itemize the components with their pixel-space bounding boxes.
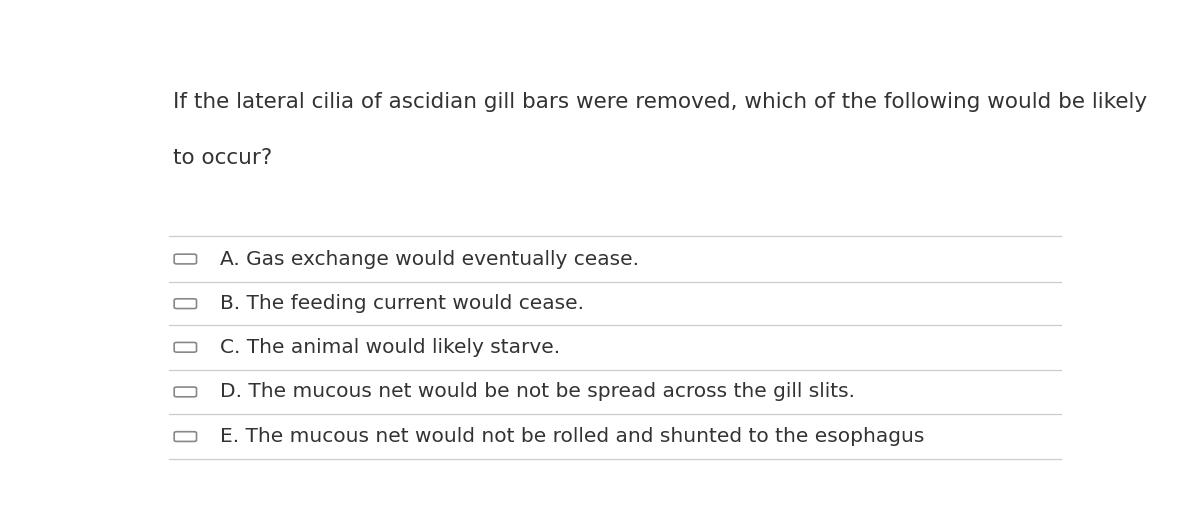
- FancyBboxPatch shape: [174, 299, 197, 308]
- Text: B. The feeding current would cease.: B. The feeding current would cease.: [220, 294, 583, 313]
- Text: D. The mucous net would be not be spread across the gill slits.: D. The mucous net would be not be spread…: [220, 383, 854, 402]
- Text: If the lateral cilia of ascidian gill bars were removed, which of the following : If the lateral cilia of ascidian gill ba…: [173, 92, 1147, 112]
- Text: to occur?: to occur?: [173, 149, 272, 169]
- FancyBboxPatch shape: [174, 387, 197, 397]
- Text: E. The mucous net would not be rolled and shunted to the esophagus: E. The mucous net would not be rolled an…: [220, 427, 924, 446]
- FancyBboxPatch shape: [174, 343, 197, 352]
- Text: C. The animal would likely starve.: C. The animal would likely starve.: [220, 338, 560, 357]
- FancyBboxPatch shape: [174, 432, 197, 442]
- Text: A. Gas exchange would eventually cease.: A. Gas exchange would eventually cease.: [220, 249, 638, 269]
- FancyBboxPatch shape: [174, 254, 197, 264]
